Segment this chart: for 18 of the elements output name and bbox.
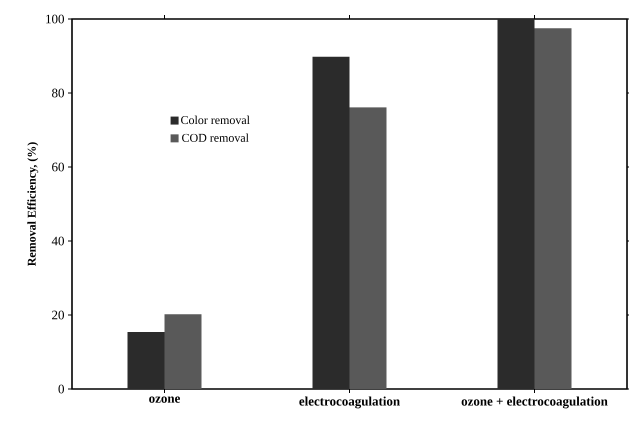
y-tick-label: 100 (46, 14, 64, 24)
bar (312, 56, 350, 389)
bar (498, 18, 535, 389)
x-tick-label: ozone (149, 396, 180, 403)
y-tick-label: 80 (52, 88, 64, 98)
bar (128, 332, 165, 389)
y-tick-label: 20 (52, 310, 64, 320)
y-tick-label: 60 (52, 162, 64, 172)
x-tick-label: electrocoagulation (299, 396, 400, 408)
bar (164, 314, 202, 389)
y-tick-label: 40 (52, 236, 64, 246)
y-axis-title: Removal Efficiency, (%) (27, 142, 38, 266)
x-tick-label: ozone + electrocoagulation (462, 396, 608, 408)
legend-label: COD removal (182, 133, 249, 142)
legend-label: Color removal (181, 116, 250, 124)
y-tick-label: 0 (58, 384, 64, 394)
bar (534, 28, 572, 389)
bar (350, 107, 387, 389)
